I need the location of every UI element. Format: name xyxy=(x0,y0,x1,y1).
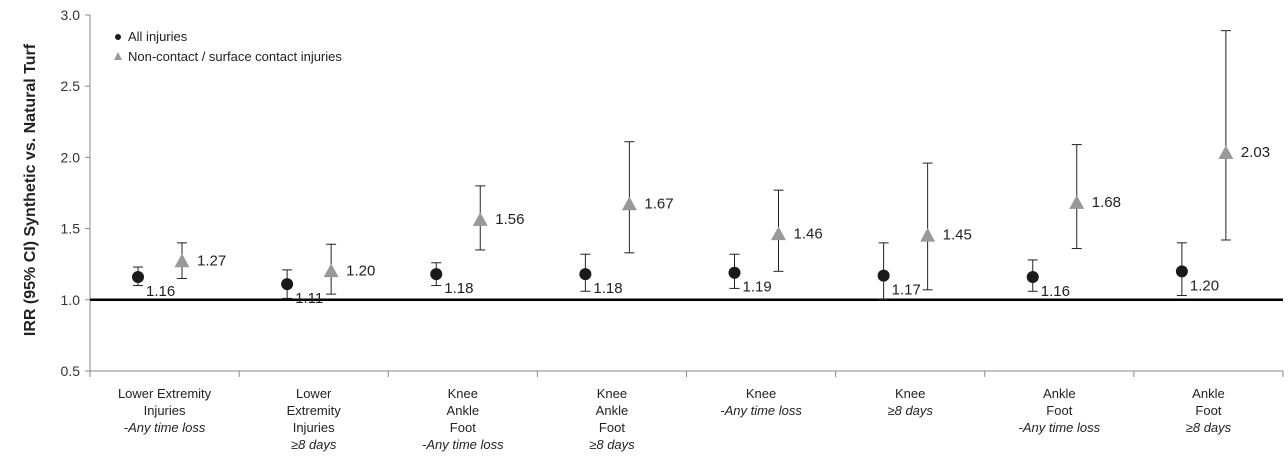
y-tick-label: 0.5 xyxy=(61,363,81,379)
triangle-marker xyxy=(323,263,339,278)
triangle-marker xyxy=(920,227,936,242)
data-label: 1.16 xyxy=(146,283,175,300)
x-category-label: Foot xyxy=(450,420,476,435)
legend-label-all-injuries: All injuries xyxy=(128,29,188,44)
x-category-sublabel: -Any time loss xyxy=(124,420,206,435)
data-label: 1.18 xyxy=(593,280,622,297)
y-axis-title: IRR (95% CI) Synthetic vs. Natural Turf xyxy=(22,43,39,336)
y-tick-label: 2.0 xyxy=(61,149,81,165)
circle-marker xyxy=(1026,271,1039,284)
x-category-label: Lower Extremity xyxy=(118,386,212,401)
legend-label-noncontact: Non-contact / surface contact injuries xyxy=(128,49,342,64)
data-label: 1.27 xyxy=(197,252,226,269)
x-category-label: Ankle xyxy=(596,403,629,418)
series-all-injuries: 1.16 1.11 1.18 1.18 1.19 1.17 1.16 1.20 xyxy=(132,242,1219,307)
x-category-label: Knee xyxy=(448,386,478,401)
series-noncontact: 1.27 1.20 1.56 1.67 1.46 1.45 1.68 2.03 xyxy=(174,30,1270,295)
circle-marker xyxy=(579,268,592,281)
circle-marker xyxy=(430,268,443,281)
x-category-label: Ankle xyxy=(1192,386,1225,401)
x-category-label: Lower xyxy=(296,386,332,401)
y-tick-label: 1.5 xyxy=(61,221,81,237)
x-category-label: Ankle xyxy=(1043,386,1076,401)
x-category-label: Injuries xyxy=(144,403,186,418)
data-label: 1.18 xyxy=(444,280,473,297)
x-category-label: Injuries xyxy=(293,420,335,435)
data-label: 1.17 xyxy=(892,282,921,299)
y-tick-label: 1.0 xyxy=(61,292,81,308)
circle-marker xyxy=(281,278,294,291)
x-category-label: Knee xyxy=(746,386,776,401)
data-label: 1.19 xyxy=(743,279,772,296)
y-tick-label: 3.0 xyxy=(61,7,81,23)
x-category-sublabel: ≥8 days xyxy=(887,403,933,418)
data-label: 1.16 xyxy=(1041,283,1070,300)
y-tick-label: 2.5 xyxy=(61,78,81,94)
legend: All injuries Non-contact / surface contac… xyxy=(114,29,342,64)
circle-marker xyxy=(877,269,890,282)
data-label: 1.20 xyxy=(346,262,375,279)
circle-marker xyxy=(132,271,144,284)
circle-marker xyxy=(728,266,741,279)
marks: 1.16 1.11 1.18 1.18 1.19 1.17 1.16 1.20 1.27 1.20… xyxy=(132,30,1270,307)
x-category-sublabel: ≥8 days xyxy=(291,437,337,452)
x-category-sublabel: -Any time loss xyxy=(422,437,504,452)
data-label: 1.20 xyxy=(1190,277,1219,294)
data-label: 2.03 xyxy=(1241,144,1270,161)
triangle-marker xyxy=(771,226,786,241)
triangle-marker xyxy=(1069,195,1085,209)
triangle-marker xyxy=(621,196,637,211)
x-category-sublabel: -Any time loss xyxy=(1018,420,1100,435)
x-category-label: Ankle xyxy=(447,403,480,418)
triangle-marker xyxy=(472,212,488,226)
data-label: 1.45 xyxy=(943,227,972,244)
legend-circle-marker xyxy=(115,34,121,40)
triangle-marker xyxy=(174,253,190,268)
x-category-label: Knee xyxy=(895,386,925,401)
triangle-marker xyxy=(1218,145,1234,159)
data-label: 1.11 xyxy=(295,290,323,307)
data-label: 1.67 xyxy=(644,195,673,212)
circle-marker xyxy=(1175,265,1188,278)
x-category-label: Knee xyxy=(597,386,627,401)
axes: 0.5 1.0 1.5 2.0 2.5 3.0 Lower Extremity Injurie… xyxy=(61,7,1284,452)
x-category-sublabel: ≥8 days xyxy=(1186,420,1232,435)
x-category-sublabel: -Any time loss xyxy=(720,403,802,418)
x-category-label: Foot xyxy=(1046,403,1072,418)
data-label: 1.46 xyxy=(794,225,823,242)
x-category-label: Foot xyxy=(599,420,625,435)
x-category-sublabel: ≥8 days xyxy=(589,437,635,452)
legend-triangle-marker xyxy=(114,52,122,60)
x-category-label: Foot xyxy=(1195,403,1221,418)
data-label: 1.68 xyxy=(1092,194,1121,211)
data-label: 1.56 xyxy=(495,211,524,228)
x-category-label: Extremity xyxy=(287,403,342,418)
